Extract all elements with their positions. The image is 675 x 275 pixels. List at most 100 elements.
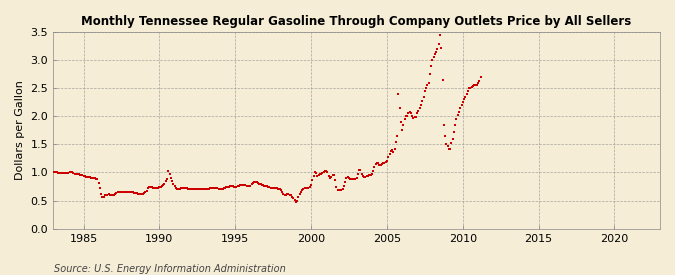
Point: [312, 174, 323, 178]
Point: [165, 176, 176, 180]
Point: [374, 162, 385, 167]
Point: [367, 171, 377, 176]
Point: [396, 120, 406, 124]
Point: [389, 147, 400, 151]
Point: [82, 175, 92, 180]
Point: [140, 190, 151, 194]
Point: [120, 189, 131, 194]
Point: [277, 190, 288, 194]
Point: [155, 185, 166, 189]
Point: [116, 189, 127, 194]
Point: [443, 147, 454, 151]
Point: [278, 192, 289, 196]
Point: [361, 174, 372, 178]
Point: [310, 171, 321, 175]
Point: [471, 82, 482, 87]
Point: [364, 173, 375, 177]
Point: [377, 162, 387, 166]
Point: [439, 134, 450, 138]
Point: [70, 172, 81, 176]
Point: [95, 185, 105, 190]
Point: [135, 192, 146, 196]
Point: [426, 64, 437, 68]
Point: [213, 186, 224, 191]
Point: [234, 184, 244, 188]
Point: [63, 171, 74, 175]
Point: [177, 185, 188, 190]
Point: [320, 169, 331, 174]
Point: [327, 172, 338, 177]
Point: [296, 190, 306, 194]
Point: [352, 172, 363, 176]
Point: [461, 92, 472, 96]
Point: [159, 182, 170, 186]
Point: [348, 177, 358, 181]
Point: [309, 170, 320, 175]
Point: [329, 172, 340, 177]
Point: [455, 106, 466, 110]
Point: [283, 192, 294, 197]
Point: [274, 187, 285, 191]
Point: [146, 185, 157, 189]
Point: [338, 186, 348, 191]
Point: [230, 185, 240, 189]
Point: [417, 98, 428, 103]
Point: [93, 180, 104, 185]
Point: [458, 100, 468, 104]
Point: [240, 183, 251, 188]
Point: [394, 106, 405, 110]
Point: [246, 182, 257, 186]
Point: [290, 198, 300, 202]
Point: [215, 186, 225, 191]
Point: [468, 83, 479, 87]
Point: [244, 184, 254, 189]
Point: [368, 169, 379, 173]
Point: [449, 130, 460, 134]
Point: [126, 190, 137, 194]
Point: [445, 147, 456, 151]
Point: [74, 172, 85, 177]
Point: [294, 192, 305, 196]
Point: [258, 183, 269, 188]
Point: [419, 89, 430, 93]
Point: [183, 186, 194, 191]
Point: [390, 140, 401, 144]
Point: [235, 183, 246, 188]
Point: [142, 186, 153, 190]
Point: [53, 171, 63, 175]
Point: [292, 198, 302, 203]
Point: [322, 170, 333, 175]
Point: [193, 186, 204, 191]
Point: [293, 195, 304, 199]
Point: [128, 190, 138, 194]
Point: [161, 179, 171, 184]
Point: [362, 174, 373, 178]
Point: [242, 184, 253, 188]
Point: [451, 117, 462, 121]
Point: [454, 109, 464, 114]
Title: Monthly Tennessee Regular Gasoline Through Company Outlets Price by All Sellers: Monthly Tennessee Regular Gasoline Throu…: [82, 15, 632, 28]
Point: [221, 185, 232, 189]
Point: [323, 174, 334, 178]
Point: [319, 170, 329, 175]
Point: [158, 183, 169, 187]
Point: [423, 80, 434, 85]
Point: [229, 185, 240, 189]
Point: [466, 85, 477, 89]
Point: [475, 75, 486, 79]
Point: [225, 184, 236, 189]
Point: [231, 185, 242, 189]
Point: [148, 185, 159, 190]
Point: [286, 193, 296, 198]
Point: [90, 177, 101, 181]
Point: [287, 195, 298, 199]
Point: [448, 136, 458, 141]
Point: [111, 191, 122, 195]
Point: [180, 185, 190, 190]
Point: [76, 172, 86, 177]
Point: [355, 168, 366, 172]
Point: [371, 161, 382, 165]
Point: [431, 50, 441, 54]
Point: [124, 190, 134, 194]
Point: [388, 150, 399, 154]
